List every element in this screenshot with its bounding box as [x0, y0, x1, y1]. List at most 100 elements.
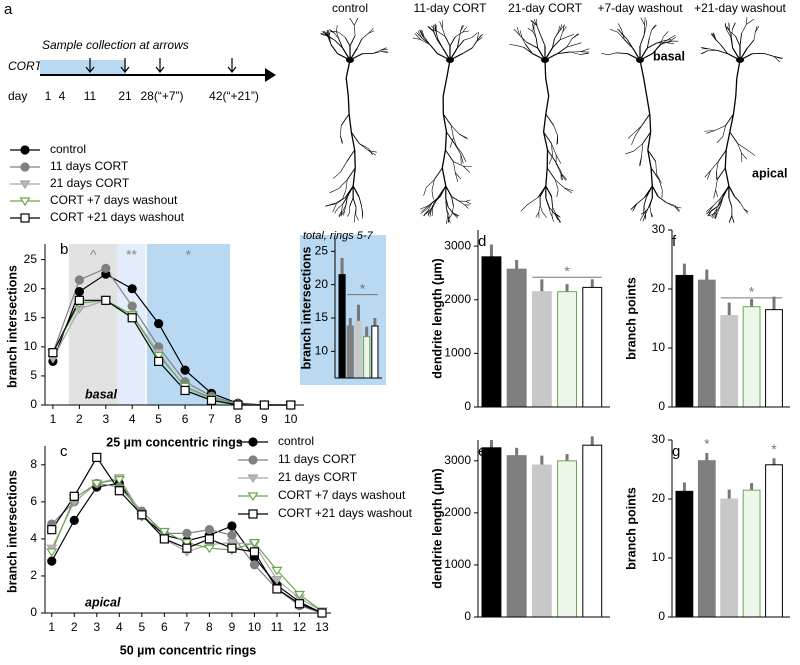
arrow [120, 58, 130, 73]
dendrite [616, 52, 628, 55]
dendrite [630, 203, 637, 211]
dendrite [429, 210, 432, 217]
dendrite [535, 212, 540, 218]
neuron [412, 20, 484, 225]
point [182, 528, 192, 538]
dendrite [709, 212, 716, 217]
point [204, 525, 214, 535]
dendrite [450, 125, 454, 138]
dendrite [421, 38, 430, 45]
bar [338, 274, 346, 379]
dendrite [423, 187, 427, 196]
dendrite [558, 25, 560, 32]
dendrite [706, 130, 715, 134]
dendrite [666, 42, 674, 44]
dendrite [669, 36, 676, 42]
y-tick-label: 10 [652, 550, 666, 564]
dendrite [427, 209, 432, 215]
dendrite [460, 24, 463, 32]
panel-letter: g [672, 443, 680, 460]
x-tick-label: 11 [271, 620, 284, 634]
legend-label: control [278, 434, 314, 448]
dendrite [549, 207, 556, 215]
dendrite [532, 31, 537, 39]
point [113, 476, 125, 485]
y-tick-label: 0 [658, 399, 665, 413]
dendrite [650, 167, 660, 180]
dendrite [421, 29, 425, 37]
dendrite [414, 33, 421, 40]
dendrite [445, 197, 449, 208]
point [180, 385, 190, 396]
significance-label: * [704, 436, 710, 452]
dendrite [562, 26, 567, 32]
y-tick-label: 8 [30, 457, 37, 471]
apical-trunk [545, 95, 550, 115]
apical-trunk [736, 59, 741, 79]
dendrite [419, 30, 424, 38]
dendrite [739, 33, 742, 47]
dendrite [633, 125, 643, 134]
timeline-title: Sample collection at arrows [42, 38, 189, 52]
x-tick-label: 8 [206, 620, 213, 634]
dendrite [566, 38, 573, 48]
dendrite [453, 161, 464, 167]
day-label: 4 [59, 89, 66, 103]
dendrite [456, 39, 465, 49]
dendrite [516, 26, 520, 36]
y-tick-label: 2 [30, 568, 37, 582]
dendrite [726, 29, 732, 38]
apical-trunk [647, 149, 652, 169]
dendrite [700, 47, 709, 50]
dendrite [660, 40, 670, 45]
dendrite [537, 47, 546, 61]
dendrite [429, 28, 438, 32]
dendrite [655, 161, 657, 175]
dendrite [449, 53, 463, 61]
legend-marker [248, 437, 258, 447]
day-label: 1 [45, 89, 52, 103]
dendrite [427, 202, 433, 211]
dendrite [332, 171, 341, 179]
dendrite [639, 214, 644, 221]
dendrite [715, 205, 721, 213]
dendrite [439, 21, 443, 29]
apical-trunk [348, 113, 352, 133]
dendrite [519, 30, 522, 37]
dendrite [334, 40, 343, 49]
point [286, 400, 296, 410]
point [47, 556, 57, 566]
dendrite [352, 197, 357, 208]
significance-label: * [564, 263, 570, 279]
dendrite [433, 196, 441, 204]
y-axis-label: branch intersections [5, 265, 19, 388]
x-tick-label: 13 [315, 620, 329, 634]
apical-trunk [354, 149, 356, 169]
cort-period [40, 60, 126, 75]
dendrite [446, 207, 450, 216]
neuron [700, 16, 783, 224]
dendrite [632, 47, 641, 61]
point [159, 534, 169, 544]
dendrite [417, 30, 423, 39]
dendrite [715, 189, 718, 197]
dendrite [509, 44, 517, 46]
apical-trunk [646, 95, 651, 115]
panel-letter: a [4, 1, 13, 18]
dendrite [717, 49, 728, 55]
apical-trunk [442, 113, 448, 133]
y-tick-label: 20 [315, 277, 329, 291]
dendrite [322, 31, 328, 37]
dendrite [656, 173, 662, 184]
point [271, 566, 283, 576]
legend-label: 11 days CORT [50, 159, 129, 173]
dendrite [580, 48, 590, 52]
dendrite [732, 47, 741, 61]
dendrite [746, 18, 755, 25]
dendrite [337, 204, 343, 209]
x-tick-label: 9 [229, 620, 236, 634]
y-tick-label: 0 [30, 605, 37, 619]
dendrite [354, 207, 357, 216]
dendrite [547, 149, 556, 162]
dendrite [352, 185, 360, 197]
